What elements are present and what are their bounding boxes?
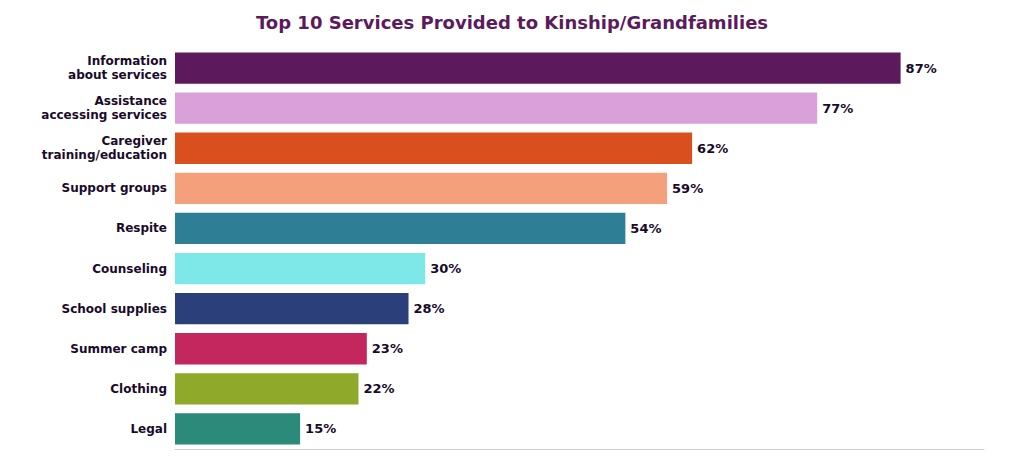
svg-text:77%: 77% bbox=[822, 101, 853, 116]
svg-text:about services: about services bbox=[68, 68, 167, 82]
svg-text:Legal: Legal bbox=[130, 422, 167, 436]
svg-text:15%: 15% bbox=[305, 421, 336, 436]
svg-text:Caregiver: Caregiver bbox=[101, 134, 167, 148]
svg-text:54%: 54% bbox=[630, 221, 661, 236]
svg-text:School supplies: School supplies bbox=[62, 302, 167, 316]
svg-text:Clothing: Clothing bbox=[110, 382, 167, 396]
svg-text:30%: 30% bbox=[430, 261, 461, 276]
svg-text:59%: 59% bbox=[672, 181, 703, 196]
svg-text:Top 10 Services Provided to Ki: Top 10 Services Provided to Kinship/Gran… bbox=[256, 12, 768, 33]
svg-text:Counseling: Counseling bbox=[92, 262, 167, 276]
svg-text:Assistance: Assistance bbox=[95, 94, 167, 108]
svg-text:Support groups: Support groups bbox=[62, 181, 167, 195]
svg-text:87%: 87% bbox=[906, 61, 937, 76]
svg-text:62%: 62% bbox=[697, 141, 728, 156]
svg-text:22%: 22% bbox=[363, 381, 394, 396]
svg-text:Information: Information bbox=[87, 54, 167, 68]
svg-text:23%: 23% bbox=[372, 341, 403, 356]
svg-text:training/education: training/education bbox=[42, 148, 167, 162]
svg-text:28%: 28% bbox=[414, 301, 445, 316]
svg-text:Summer camp: Summer camp bbox=[70, 342, 167, 356]
svg-text:Respite: Respite bbox=[116, 221, 167, 235]
svg-text:accessing services: accessing services bbox=[41, 108, 167, 122]
